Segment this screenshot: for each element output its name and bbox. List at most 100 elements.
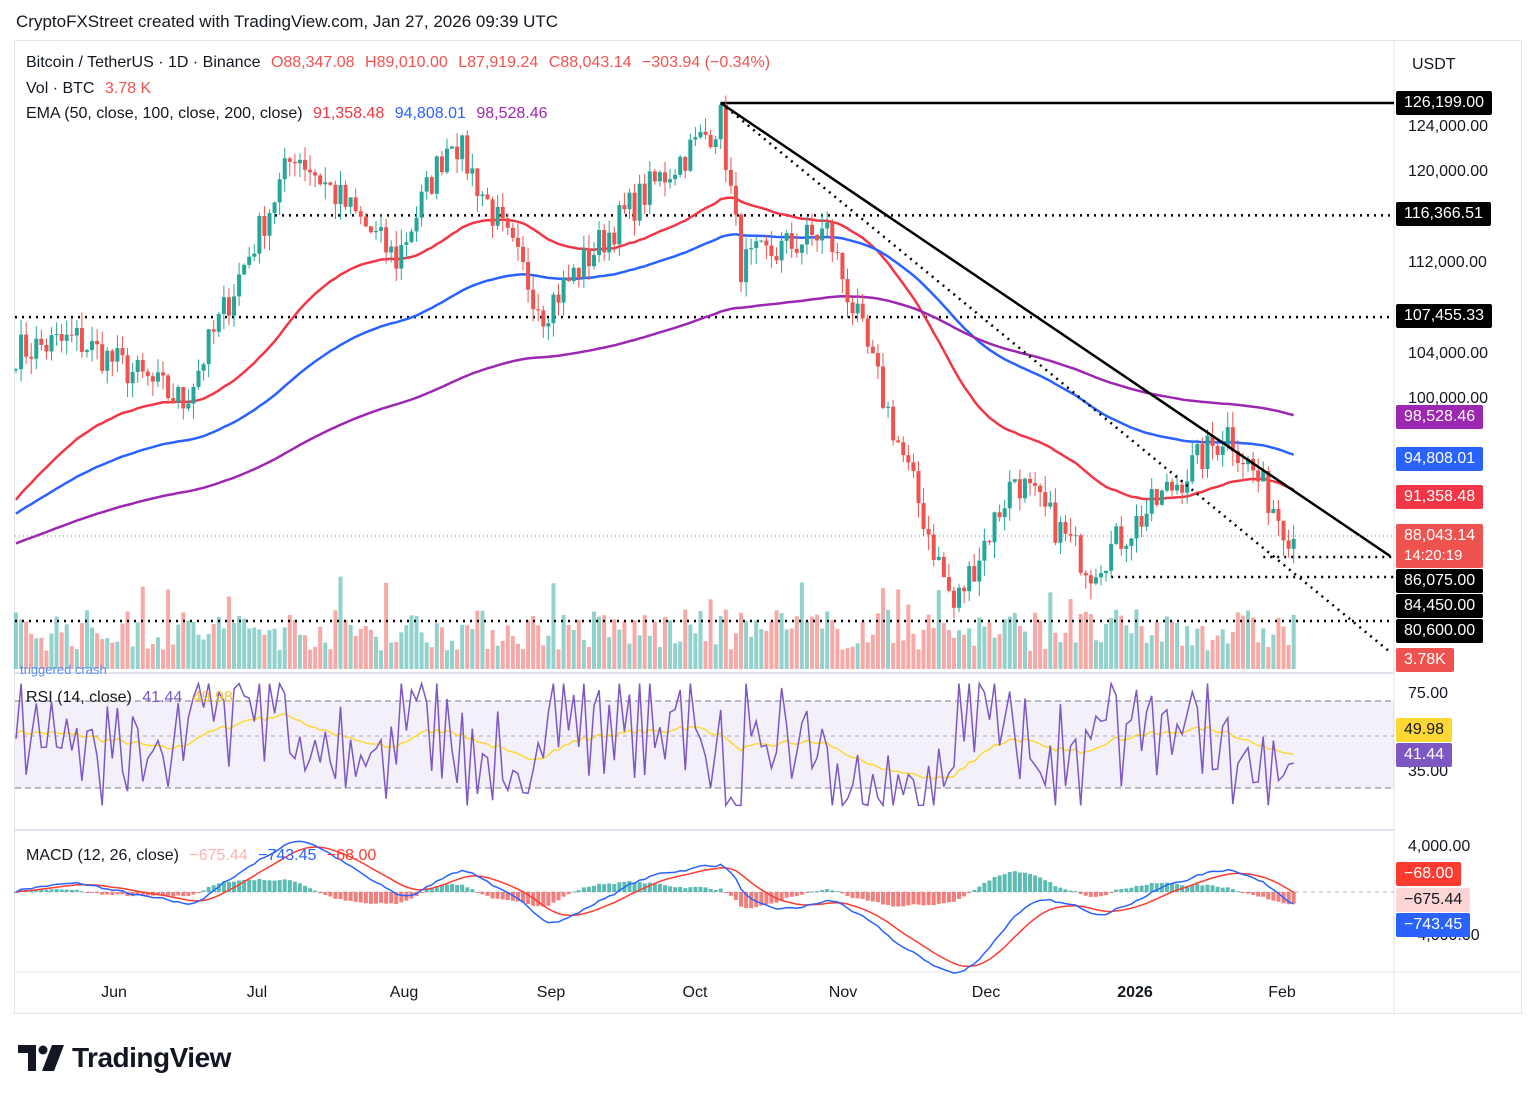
candle-body (130, 371, 135, 384)
macd-histogram-bar (424, 889, 429, 892)
candle-body (754, 241, 759, 249)
candle-body (510, 227, 515, 238)
candle-body (292, 161, 297, 164)
candle-body (1235, 451, 1240, 463)
ema200-tag: 98,528.46 (1396, 405, 1484, 429)
candle-body (110, 350, 115, 362)
volume-bar (338, 576, 343, 669)
macd-histogram-bar (1225, 887, 1230, 892)
horizontal-levels (15, 101, 1394, 623)
candle-body (1083, 572, 1088, 576)
macd-histogram-bar (1195, 883, 1200, 892)
candle-body (617, 205, 622, 245)
candle-body (242, 264, 247, 275)
volume-bar (353, 635, 358, 669)
candle-body (1058, 521, 1063, 543)
macd-histogram-bar (1286, 892, 1291, 905)
volume-bar (145, 648, 150, 669)
volume-bar (100, 639, 105, 669)
level-tag-86075: 86,075.00 (1396, 569, 1484, 593)
candle-body (500, 206, 505, 219)
volume-bar (865, 642, 870, 669)
volume-bar (1129, 633, 1134, 669)
candle-body (186, 403, 191, 409)
volume-bar (384, 582, 389, 669)
candle-body (480, 194, 485, 197)
candle-body (1180, 484, 1185, 493)
macd-histogram-bar (541, 892, 546, 907)
macd-histogram-bar (1261, 892, 1266, 897)
rsi-legend[interactable]: RSI (14, close) 41.44 49.98 (26, 689, 239, 707)
volume-bar (769, 620, 774, 669)
volume-bar (1195, 628, 1200, 669)
macd-histogram-bar (728, 892, 733, 896)
volume-bar (1149, 635, 1154, 669)
macd-histogram-bar (886, 892, 891, 906)
tradingview-logo[interactable]: TradingView (18, 1042, 231, 1074)
candle-body (1256, 470, 1261, 482)
macd-histogram-bar (652, 883, 657, 892)
volume-bar (1225, 643, 1230, 669)
volume-bar (1286, 645, 1291, 669)
level-tag-107455: 107,455.33 (1396, 304, 1493, 328)
candle-body (642, 183, 647, 205)
volume-bar (480, 610, 485, 669)
macd-histogram-bar (1043, 880, 1048, 892)
volume-bar (835, 628, 840, 669)
macd-histogram-bar (84, 892, 89, 893)
volume-bar (607, 637, 612, 669)
volume-value: 3.78 K (104, 80, 152, 97)
volume-bar (1017, 626, 1022, 669)
volume-bar (1180, 645, 1185, 669)
candle-body (1088, 575, 1093, 584)
symbol-legend[interactable]: Bitcoin / TetherUS · 1D · Binance O88,34… (26, 54, 776, 72)
macd-histogram-bar (744, 892, 749, 909)
volume-bar (739, 612, 744, 669)
macd-legend[interactable]: MACD (12, 26, close) −675.44 −743.45 −68… (26, 847, 382, 865)
macd-histogram-bar (1175, 883, 1180, 892)
volume-bar (470, 629, 475, 669)
macd-histogram-bar (1058, 887, 1063, 892)
volume-bar (652, 621, 657, 669)
macd-histogram-bar (1048, 882, 1053, 892)
macd-histogram-bar (333, 892, 338, 899)
volume-bar (460, 624, 465, 669)
volume-bar (673, 643, 678, 669)
candle-body (880, 366, 885, 408)
macd-histogram-bar (515, 892, 520, 902)
ema200-value: 98,528.46 (476, 105, 548, 122)
volume-bar (105, 638, 110, 669)
volume-bar (967, 628, 972, 669)
volume-bar (662, 617, 667, 669)
currency-label[interactable]: USDT (1412, 56, 1456, 73)
candle-body (972, 566, 977, 582)
candle-body (1240, 462, 1245, 465)
volume-bar (789, 628, 794, 669)
chart-frame[interactable] (14, 40, 1522, 1014)
trendlines (719, 101, 1391, 653)
ema-legend[interactable]: EMA (50, close, 100, close, 200, close) … (26, 105, 554, 123)
volume-bar (323, 642, 328, 669)
macd-histogram-bar (242, 879, 247, 892)
candle-body (921, 503, 926, 529)
symbol-name: Bitcoin / TetherUS · 1D · Binance (26, 54, 261, 71)
volume-bar (90, 627, 95, 669)
volume-legend[interactable]: Vol · BTC 3.78 K (26, 80, 157, 98)
macd-histogram-bar (450, 884, 455, 892)
candle-body (607, 232, 612, 253)
macd-histogram-bar (237, 880, 242, 892)
macd-histogram-bar (384, 892, 389, 904)
tradingview-logo-icon (18, 1045, 64, 1071)
candle-body (1099, 573, 1104, 578)
volume-bar (308, 649, 313, 669)
volume-bar (237, 616, 242, 669)
volume-bar (1053, 632, 1058, 669)
volume-bar (551, 583, 556, 669)
macd-signal-value: −68.00 (326, 847, 377, 864)
volume-bar (49, 633, 54, 669)
volume-bar (252, 627, 257, 669)
rsi-band (15, 701, 1394, 788)
candle-body (1063, 521, 1068, 534)
candle-body (100, 344, 105, 371)
